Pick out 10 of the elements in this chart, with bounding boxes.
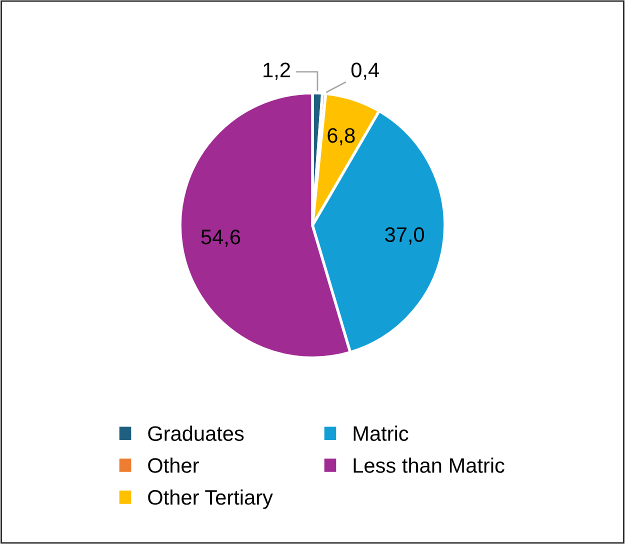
legend-label: Other Tertiary: [148, 490, 273, 509]
data-label: 54,6: [201, 230, 240, 247]
data-label: 1,2: [264, 62, 290, 80]
data-label: 0,4: [351, 62, 379, 80]
legend-label: Other: [148, 458, 199, 473]
data-label: 37,0: [385, 227, 424, 244]
legend-label: Less than Matric: [354, 458, 504, 473]
data-label: 6,8: [328, 128, 355, 146]
legend-label: Graduates: [148, 426, 244, 441]
legend-label: Matric: [354, 426, 408, 441]
